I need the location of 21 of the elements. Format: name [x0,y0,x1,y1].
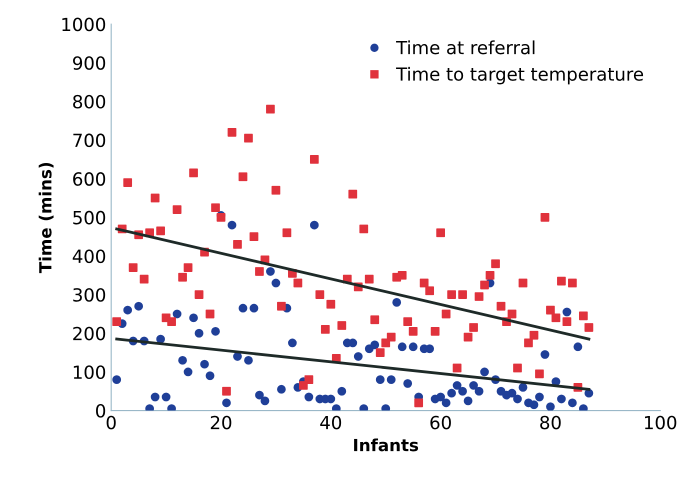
x-tick-label: 20 [210,416,232,430]
y-tick-label: 1000 [62,18,106,32]
y-tick-label: 500 [73,210,106,224]
x-tick-label: 60 [430,416,451,430]
y-tick-label: 600 [73,172,106,186]
y-tick-label: 700 [73,134,106,148]
y-tick-label: 800 [73,94,106,109]
x-tick-label: 100 [645,416,676,430]
legend-label: Time to target temperature [396,66,644,84]
x-axis-title: Infants [354,438,418,452]
x-tick-label: 40 [320,416,342,430]
y-tick-label: 400 [72,249,106,264]
x-tick-label: 80 [540,416,561,430]
y-tick-label: 0 [96,404,106,418]
x-tick-label: 0 [106,416,116,430]
legend-label: Time at referral [396,40,534,54]
y-tick-label: 300 [73,288,106,302]
y-tick-label: 200 [73,326,106,340]
y-tick-label: 100 [74,365,106,380]
y-axis-title: Time (mins) [38,162,54,274]
y-tick-label: 900 [73,56,106,70]
